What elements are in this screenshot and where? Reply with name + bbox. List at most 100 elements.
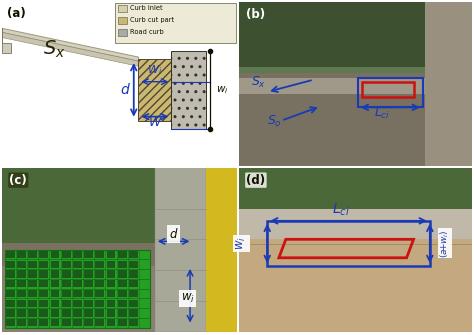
Text: (a): (a) [7,7,26,20]
Bar [6,270,15,278]
Bar [73,319,82,326]
Bar [73,299,82,307]
Bar [84,251,93,258]
Text: $d$: $d$ [120,82,131,97]
Bar [129,251,138,258]
Bar [239,208,472,246]
Text: Curb cut part: Curb cut part [129,17,173,23]
Bar [17,280,26,287]
Bar [84,280,93,287]
Bar [84,261,93,268]
Bar [39,261,48,268]
Bar [267,221,430,266]
Bar [39,319,48,326]
Bar [28,261,37,268]
Bar [17,270,26,278]
Polygon shape [2,28,10,53]
Bar [358,78,423,107]
Text: $S_x$: $S_x$ [43,38,65,60]
Bar [207,168,237,332]
Text: $W$: $W$ [147,116,162,129]
Bar [17,251,26,258]
Bar [62,270,71,278]
Bar [62,299,71,307]
Bar [51,299,60,307]
Bar [84,270,93,278]
Bar [28,280,37,287]
Bar [6,280,15,287]
Text: $L_{ci}$: $L_{ci}$ [332,202,350,218]
Bar [84,319,93,326]
Bar [6,251,15,258]
Bar [107,280,116,287]
Bar [118,270,127,278]
Bar [6,290,15,297]
Bar [363,82,413,97]
Bar [39,270,48,278]
Bar [73,270,82,278]
Bar [17,299,26,307]
Bar [39,290,48,297]
Bar [62,290,71,297]
Bar [129,309,138,317]
Bar [73,290,82,297]
Bar [138,59,171,121]
Bar [39,251,48,258]
Bar [2,244,178,280]
Text: Road curb: Road curb [129,29,163,35]
Text: $W_i$: $W_i$ [147,63,163,77]
Bar [39,299,48,307]
Bar [17,261,26,268]
Bar [28,290,37,297]
Bar [155,168,207,332]
Bar [51,290,60,297]
Bar [118,261,127,268]
Bar [239,73,472,166]
Bar [239,168,472,219]
Bar [6,319,15,326]
Text: $S_o$: $S_o$ [267,114,282,129]
Bar [95,299,104,307]
Bar [107,299,116,307]
Bar [73,309,82,317]
Bar [95,270,104,278]
Bar [28,251,37,258]
Bar [39,280,48,287]
Bar [95,261,104,268]
Bar [73,251,82,258]
Bar [51,270,60,278]
Text: (d): (d) [246,174,265,187]
Bar [17,319,26,326]
Text: $w_i$: $w_i$ [235,237,248,250]
Bar [95,309,104,317]
Text: $(a\!\!+\!\!w_i)$: $(a\!\!+\!\!w_i)$ [438,229,451,258]
Bar [51,319,60,326]
Bar [62,280,71,287]
Bar [95,319,104,326]
Bar [62,319,71,326]
Bar [28,319,37,326]
Bar [129,290,138,297]
Text: $w_i$: $w_i$ [216,84,228,96]
Bar [118,5,127,12]
Bar [129,270,138,278]
Bar [239,2,472,73]
Text: $L_{ci}$: $L_{ci}$ [374,106,390,121]
Bar [2,168,202,260]
Bar [95,280,104,287]
Bar [6,261,15,268]
Bar [51,251,60,258]
Bar [118,290,127,297]
Bar [95,290,104,297]
Bar [239,78,472,94]
Text: Curb inlet: Curb inlet [129,5,162,11]
Bar [115,3,236,43]
Bar [118,299,127,307]
Bar [107,309,116,317]
Bar [129,299,138,307]
Bar [73,280,82,287]
Text: (b): (b) [246,8,265,21]
Bar [84,290,93,297]
Text: $S_x$: $S_x$ [251,75,266,90]
Bar [107,290,116,297]
